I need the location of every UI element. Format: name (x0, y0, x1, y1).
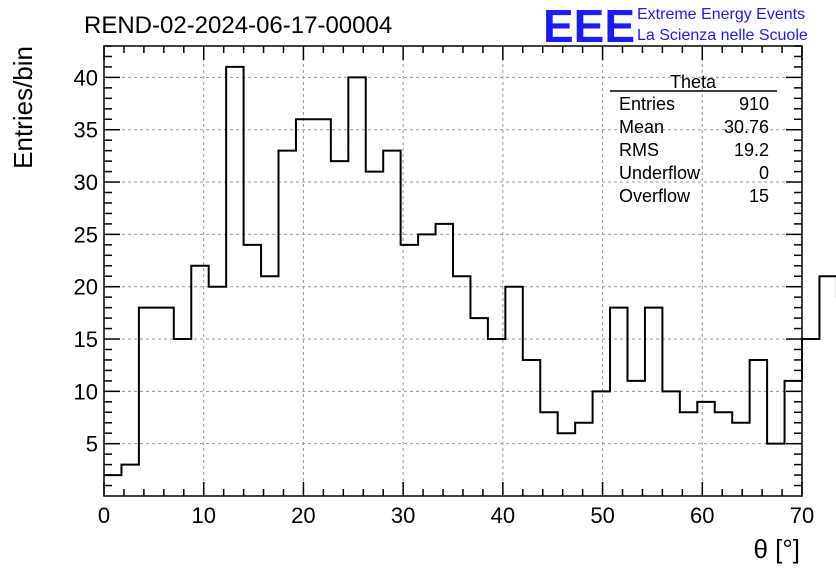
run-title: REND-02-2024-06-17-00004 (84, 12, 392, 39)
y-axis-label: Entries/bin (8, 46, 38, 169)
y-tick-label: 10 (74, 379, 98, 404)
axis-ticks (103, 45, 803, 496)
y-tick-label: 30 (74, 170, 98, 195)
eee-logo: EEE (543, 0, 635, 52)
y-tick-label: 20 (74, 275, 98, 300)
stats-row-value: 30.76 (724, 117, 769, 137)
y-tick-label: 40 (74, 65, 98, 90)
stats-row-value: 19.2 (734, 140, 769, 160)
x-tick-label: 20 (291, 503, 315, 528)
stats-row-label: Overflow (619, 186, 691, 206)
x-tick-label: 30 (391, 503, 415, 528)
x-tick-label: 40 (491, 503, 515, 528)
stats-box: Theta Entries 910 Mean 30.76 RMS 19.2 Underflo… (610, 72, 777, 206)
histogram-outline (104, 65, 836, 477)
logo-line-1: Extreme Energy Events (637, 6, 805, 23)
x-tick-label: 60 (690, 503, 714, 528)
stats-row-value: 0 (759, 163, 769, 183)
grid-lines (104, 46, 802, 496)
x-tick-label: 10 (191, 503, 215, 528)
stats-row-value: 15 (749, 186, 769, 206)
axis-tick-labels: 0 10 20 30 40 50 60 70 5 10 15 20 25 30 35 40 (74, 65, 815, 528)
logo-line-2: La Scienza nelle Scuole (637, 27, 808, 44)
plot-frame (103, 45, 803, 497)
x-tick-label: 50 (590, 503, 614, 528)
y-tick-label: 5 (86, 432, 98, 457)
stats-row-label: RMS (619, 140, 659, 160)
stats-title: Theta (670, 72, 717, 92)
y-tick-label: 15 (74, 327, 98, 352)
stats-row-value: 910 (739, 94, 769, 114)
stats-row-label: Underflow (619, 163, 701, 183)
y-tick-label: 25 (74, 222, 98, 247)
stats-row-label: Entries (619, 94, 675, 114)
x-tick-label: 70 (790, 503, 814, 528)
x-tick-label: 0 (98, 503, 110, 528)
y-tick-label: 35 (74, 118, 98, 143)
stats-rows: Entries 910 Mean 30.76 RMS 19.2 Underflow 0 Over… (619, 94, 769, 206)
x-axis-label: θ [°] (753, 534, 800, 564)
stats-row-label: Mean (619, 117, 664, 137)
